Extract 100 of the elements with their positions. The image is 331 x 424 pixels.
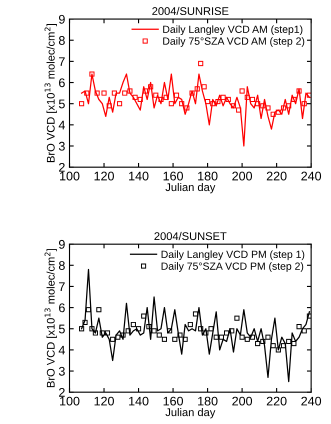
point bbox=[286, 103, 292, 108]
point bbox=[214, 334, 219, 340]
x-tick-label: 120 bbox=[94, 172, 114, 180]
point bbox=[192, 311, 198, 317]
x-tick-label: 140 bbox=[129, 396, 148, 406]
point bbox=[100, 330, 105, 336]
point bbox=[112, 90, 117, 96]
point bbox=[184, 105, 190, 110]
point bbox=[302, 328, 307, 334]
point bbox=[230, 103, 236, 108]
x-tick-label: 120 bbox=[94, 396, 114, 406]
point bbox=[136, 326, 142, 332]
point bbox=[164, 94, 169, 100]
point bbox=[296, 88, 302, 94]
point bbox=[89, 72, 95, 77]
point bbox=[172, 336, 178, 342]
y-tick-label: 5 bbox=[58, 100, 65, 108]
point bbox=[302, 101, 307, 106]
point bbox=[194, 86, 200, 92]
y-tick-label: 8 bbox=[58, 261, 65, 270]
point bbox=[276, 110, 281, 115]
point bbox=[291, 340, 296, 346]
point bbox=[127, 88, 132, 94]
point bbox=[152, 328, 157, 334]
chart-title: 2004/SUNRISE bbox=[152, 6, 228, 16]
point bbox=[203, 330, 208, 336]
y-axis-title: BrO VCD [x10$^{13}$ molec/cm$^{2}$] bbox=[44, 24, 57, 162]
point bbox=[104, 330, 110, 336]
point bbox=[229, 328, 234, 334]
point bbox=[234, 316, 240, 321]
point bbox=[189, 90, 195, 96]
point bbox=[198, 326, 204, 332]
point bbox=[96, 307, 102, 312]
y-tick-label: 4 bbox=[58, 120, 65, 130]
x-tick-label: 200 bbox=[232, 172, 252, 180]
point bbox=[79, 101, 84, 106]
point bbox=[110, 336, 116, 342]
point bbox=[177, 332, 183, 338]
x-tick-label: 200 bbox=[232, 396, 252, 406]
point bbox=[198, 60, 204, 66]
point bbox=[260, 103, 266, 108]
x-tick-label: 140 bbox=[129, 172, 148, 180]
point bbox=[138, 96, 143, 102]
point bbox=[226, 96, 231, 102]
point bbox=[255, 340, 260, 346]
point bbox=[265, 334, 271, 340]
x-tick-label: 220 bbox=[266, 172, 287, 180]
point bbox=[296, 324, 302, 330]
y-tick-label: 2 bbox=[59, 388, 65, 397]
x-tick-label: 160 bbox=[164, 172, 184, 180]
point bbox=[270, 343, 276, 348]
x-tick-label: 100 bbox=[60, 172, 80, 180]
point bbox=[89, 326, 95, 332]
point bbox=[208, 326, 214, 332]
point bbox=[220, 94, 226, 100]
point bbox=[236, 107, 242, 113]
point bbox=[146, 324, 152, 330]
point bbox=[158, 96, 164, 102]
point bbox=[132, 94, 138, 100]
point bbox=[167, 328, 172, 334]
x-tick-label: 240 bbox=[301, 172, 322, 180]
point bbox=[179, 101, 184, 106]
y-tick-label: 9 bbox=[58, 240, 65, 249]
y-tick-label: 2 bbox=[59, 162, 65, 172]
legend-label: Daily Langley VCD PM (step 1) bbox=[162, 250, 304, 260]
point bbox=[168, 101, 174, 106]
point bbox=[130, 322, 136, 328]
y-tick-label: 7 bbox=[59, 57, 65, 66]
point bbox=[101, 90, 107, 96]
y-tick-label: 6 bbox=[59, 303, 65, 312]
point bbox=[126, 328, 131, 334]
point bbox=[215, 99, 221, 104]
point bbox=[156, 332, 162, 338]
y-tick-label: 6 bbox=[59, 78, 65, 88]
legend-label: Daily 75°SZA VCD PM (step 2) bbox=[162, 262, 304, 272]
point bbox=[148, 84, 154, 90]
point bbox=[122, 90, 128, 96]
point bbox=[240, 334, 245, 340]
point bbox=[120, 332, 126, 338]
point bbox=[250, 334, 256, 340]
y-tick-label: 9 bbox=[58, 14, 65, 24]
x-axis-title: Julian day bbox=[165, 182, 216, 194]
point bbox=[270, 112, 276, 117]
point bbox=[94, 90, 100, 96]
point bbox=[291, 96, 296, 102]
point bbox=[210, 101, 216, 106]
point bbox=[79, 326, 84, 332]
point bbox=[84, 90, 90, 96]
point bbox=[280, 105, 286, 110]
point bbox=[244, 336, 250, 342]
x-tick-label: 240 bbox=[301, 396, 322, 406]
y-tick-label: 3 bbox=[58, 142, 65, 151]
y-tick-label: 8 bbox=[58, 36, 65, 45]
x-tick-label: 100 bbox=[60, 396, 80, 406]
y-tick-label: 3 bbox=[58, 366, 65, 376]
point bbox=[306, 313, 312, 319]
point bbox=[250, 96, 256, 102]
y-tick-label: 7 bbox=[59, 282, 65, 291]
x-tick-label: 160 bbox=[164, 396, 184, 406]
point bbox=[82, 320, 88, 325]
